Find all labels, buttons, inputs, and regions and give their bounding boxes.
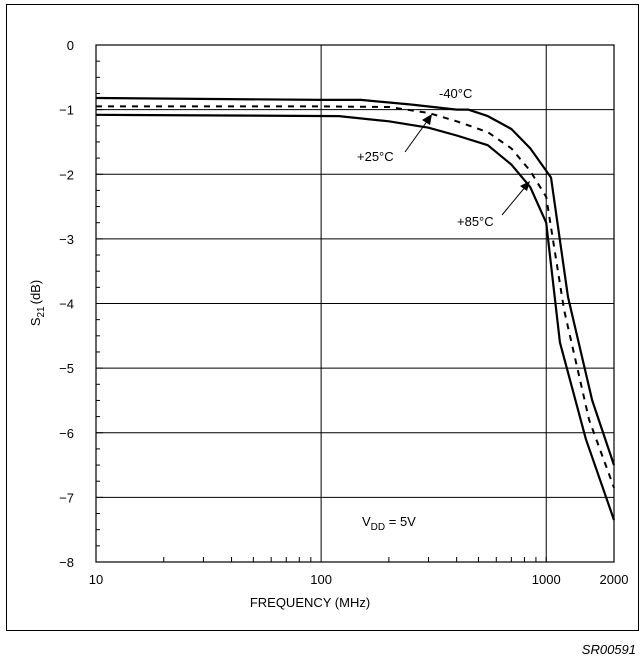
plot-border — [95, 44, 615, 563]
x-tick-label: 1000 — [532, 572, 561, 587]
vdd-value: = 5V — [385, 514, 416, 529]
label-plus-85c: +85°C — [457, 214, 494, 229]
y-axis-title-main: S — [28, 317, 43, 326]
label-minus-40c: -40°C — [439, 86, 472, 101]
series-line-2 — [95, 113, 616, 521]
annotations: -40°C +25°C +85°C VDD = 5V — [357, 86, 530, 533]
y-tick-label: −7 — [59, 490, 74, 505]
series-line-0 — [95, 96, 616, 466]
y-tick-label: 0 — [67, 38, 74, 53]
y-tick-label: −2 — [59, 167, 74, 182]
x-axis-title: FREQUENCY (MHz) — [250, 595, 370, 610]
y-axis-title: S21(dB) — [28, 280, 47, 326]
vdd-sub: DD — [371, 522, 385, 533]
figure-frame — [6, 4, 639, 631]
series-line-1 — [96, 105, 615, 489]
x-tick-label: 2000 — [600, 572, 629, 587]
y-tick-label: −3 — [59, 232, 74, 247]
series-layer — [95, 96, 616, 521]
arrowhead-plus-85c — [520, 181, 530, 191]
x-tick-labels: 10 100 1000 2000 — [89, 572, 629, 587]
y-tick-label: −1 — [59, 103, 74, 118]
y-tick-label: −4 — [59, 297, 74, 312]
arrow-plus-85c — [501, 185, 527, 216]
grid — [96, 45, 614, 562]
arrow-plus-25c — [404, 119, 429, 153]
x-tick-label: 100 — [310, 572, 332, 587]
arrowhead-plus-25c — [422, 114, 432, 125]
vdd-main: V — [362, 514, 371, 529]
y-tick-labels: 0 −1 −2 −3 −4 −5 −6 −7 −8 — [59, 38, 74, 570]
y-tick-label: −5 — [59, 361, 74, 376]
y-tick-label: −6 — [59, 426, 74, 441]
vdd-label: VDD = 5V — [362, 514, 416, 533]
label-plus-25c: +25°C — [357, 149, 394, 164]
y-axis-title-sub: 21 — [36, 306, 47, 318]
y-axis-title-unit: (dB) — [28, 280, 43, 305]
x-tick-label: 10 — [89, 572, 103, 587]
figure-id: SR00591 — [582, 642, 636, 657]
y-tick-label: −8 — [59, 555, 74, 570]
